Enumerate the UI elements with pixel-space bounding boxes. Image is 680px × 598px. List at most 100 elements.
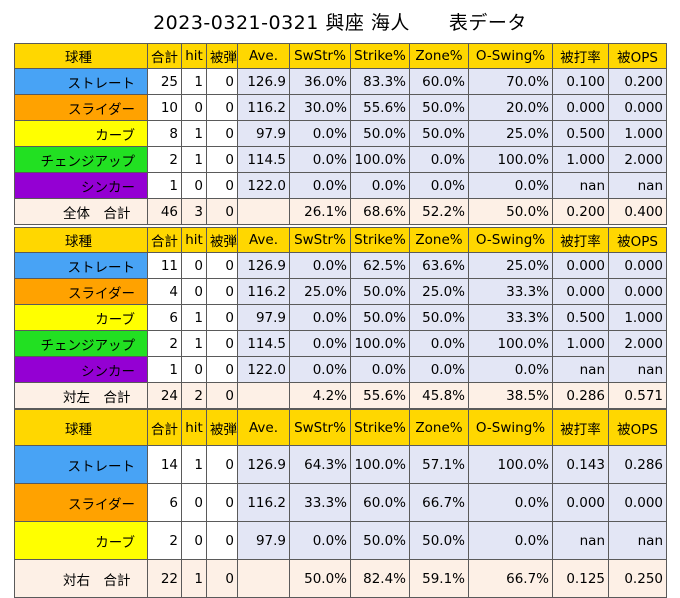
total-o-swing-cell: 50.0%: [468, 198, 553, 225]
pitch-type-cell: ストレート: [14, 445, 148, 484]
total-o-swing-cell: 66.7%: [468, 559, 553, 598]
table-row: ストレート 25 1 0 126.9 36.0% 83.3% 60.0% 70.0% 0.100 0…: [14, 68, 667, 95]
o-swing-cell: 33.3%: [468, 304, 553, 331]
table-row: シンカー 1 0 0 122.0 0.0% 0.0% 0.0% 0.0% nan nan: [14, 172, 667, 199]
o-swing-cell: 0.0%: [468, 356, 553, 383]
avg-velocity-cell: 126.9: [237, 252, 290, 279]
total-row: 全体 合計 46 3 0 26.1% 68.6% 52.2% 50.0% 0.200 0.400: [14, 198, 667, 225]
avg-velocity-cell: 97.9: [237, 120, 290, 147]
total-label-cell: 対右 合計: [14, 559, 148, 598]
avg-velocity-cell: 114.5: [237, 330, 290, 357]
opp-avg-cell: 0.000: [552, 278, 609, 305]
table-row: ストレート 11 0 0 126.9 0.0% 62.5% 63.6% 25.0% 0.000 0.…: [14, 252, 667, 279]
total-label-cell: 対左 合計: [14, 382, 148, 409]
page-title: 2023-0321-0321 與座 海人 表データ: [153, 12, 527, 34]
count-cell: 2: [147, 521, 182, 560]
header-o-swing: O-Swing%: [468, 409, 553, 446]
zone-cell: 0.0%: [409, 146, 469, 173]
total-count-cell: 22: [147, 559, 182, 598]
count-cell: 1: [147, 172, 182, 199]
count-cell: 8: [147, 120, 182, 147]
header-swstr: SwStr%: [289, 227, 351, 253]
o-swing-cell: 25.0%: [468, 252, 553, 279]
total-opp-ops-cell: 0.250: [608, 559, 667, 598]
zone-cell: 50.0%: [409, 304, 469, 331]
total-avg-velocity-cell: [237, 559, 290, 598]
total-avg-velocity-cell: [237, 198, 290, 225]
total-hit-cell: 2: [181, 382, 207, 409]
pitch-type-cell: ストレート: [14, 252, 148, 279]
total-swstr-cell: 4.2%: [289, 382, 351, 409]
hit-cell: 0: [181, 278, 207, 305]
count-cell: 10: [147, 94, 182, 121]
opp-avg-cell: 0.500: [552, 120, 609, 147]
header-opp-avg: 被打率: [552, 227, 609, 253]
opp-avg-cell: 0.000: [552, 252, 609, 279]
o-swing-cell: 100.0%: [468, 330, 553, 357]
total-strike-cell: 55.6%: [350, 382, 410, 409]
pitch-type-cell: シンカー: [14, 356, 148, 383]
count-cell: 6: [147, 304, 182, 331]
avg-velocity-cell: 116.2: [237, 483, 290, 522]
opp-ops-cell: 0.000: [608, 252, 667, 279]
zone-cell: 66.7%: [409, 483, 469, 522]
table-row: スライダー 4 0 0 116.2 25.0% 50.0% 25.0% 33.3% 0.000 0.…: [14, 278, 667, 305]
avg-velocity-cell: 122.0: [237, 172, 290, 199]
strike-cell: 50.0%: [350, 278, 410, 305]
header-strike: Strike%: [350, 43, 410, 69]
header-hr: 被弾: [206, 227, 238, 253]
total-hr-cell: 0: [206, 382, 238, 409]
count-cell: 14: [147, 445, 182, 484]
opp-ops-cell: 1.000: [608, 304, 667, 331]
strike-cell: 60.0%: [350, 483, 410, 522]
header-hit: hit: [181, 409, 207, 446]
header-zone: Zone%: [409, 409, 469, 446]
opp-avg-cell: nan: [552, 172, 609, 199]
swstr-cell: 0.0%: [289, 172, 351, 199]
count-cell: 1: [147, 356, 182, 383]
hit-cell: 1: [181, 68, 207, 95]
pitch-type-cell: スライダー: [14, 278, 148, 305]
stats-table-all: 球種 合計 hit 被弾 Ave. SwStr% Strike% Zone% O-Swing% 被…: [14, 43, 667, 225]
hit-cell: 0: [181, 483, 207, 522]
hr-cell: 0: [206, 252, 238, 279]
opp-ops-cell: 2.000: [608, 330, 667, 357]
swstr-cell: 64.3%: [289, 445, 351, 484]
table-row: シンカー 1 0 0 122.0 0.0% 0.0% 0.0% 0.0% nan nan: [14, 356, 667, 383]
swstr-cell: 33.3%: [289, 483, 351, 522]
header-avg-velocity: Ave.: [237, 43, 290, 69]
total-hit-cell: 1: [181, 559, 207, 598]
o-swing-cell: 100.0%: [468, 445, 553, 484]
table-row: スライダー 6 0 0 116.2 33.3% 60.0% 66.7% 0.0% 0.000 0.0…: [14, 483, 667, 522]
swstr-cell: 0.0%: [289, 304, 351, 331]
pitch-type-cell: カーブ: [14, 120, 148, 147]
total-opp-avg-cell: 0.125: [552, 559, 609, 598]
strike-cell: 55.6%: [350, 94, 410, 121]
opp-ops-cell: nan: [608, 172, 667, 199]
o-swing-cell: 0.0%: [468, 172, 553, 199]
table-row: チェンジアップ 2 1 0 114.5 0.0% 100.0% 0.0% 100.0% 1.000…: [14, 146, 667, 173]
zone-cell: 0.0%: [409, 356, 469, 383]
hit-cell: 0: [181, 172, 207, 199]
header-opp-ops: 被OPS: [608, 227, 667, 253]
opp-ops-cell: nan: [608, 356, 667, 383]
strike-cell: 83.3%: [350, 68, 410, 95]
total-opp-ops-cell: 0.400: [608, 198, 667, 225]
total-zone-cell: 52.2%: [409, 198, 469, 225]
header-o-swing: O-Swing%: [468, 43, 553, 69]
table-row: カーブ 2 0 0 97.9 0.0% 50.0% 50.0% 0.0% nan nan: [14, 521, 667, 560]
header-hr: 被弾: [206, 43, 238, 69]
avg-velocity-cell: 97.9: [237, 304, 290, 331]
strike-cell: 100.0%: [350, 330, 410, 357]
swstr-cell: 0.0%: [289, 146, 351, 173]
pitch-type-cell: チェンジアップ: [14, 146, 148, 173]
pitch-type-cell: ストレート: [14, 68, 148, 95]
table-row: カーブ 8 1 0 97.9 0.0% 50.0% 50.0% 25.0% 0.500 1.000: [14, 120, 667, 147]
header-o-swing: O-Swing%: [468, 227, 553, 253]
pitch-type-cell: カーブ: [14, 521, 148, 560]
header-hr: 被弾: [206, 409, 238, 446]
swstr-cell: 0.0%: [289, 252, 351, 279]
header-strike: Strike%: [350, 227, 410, 253]
opp-avg-cell: 0.100: [552, 68, 609, 95]
swstr-cell: 36.0%: [289, 68, 351, 95]
